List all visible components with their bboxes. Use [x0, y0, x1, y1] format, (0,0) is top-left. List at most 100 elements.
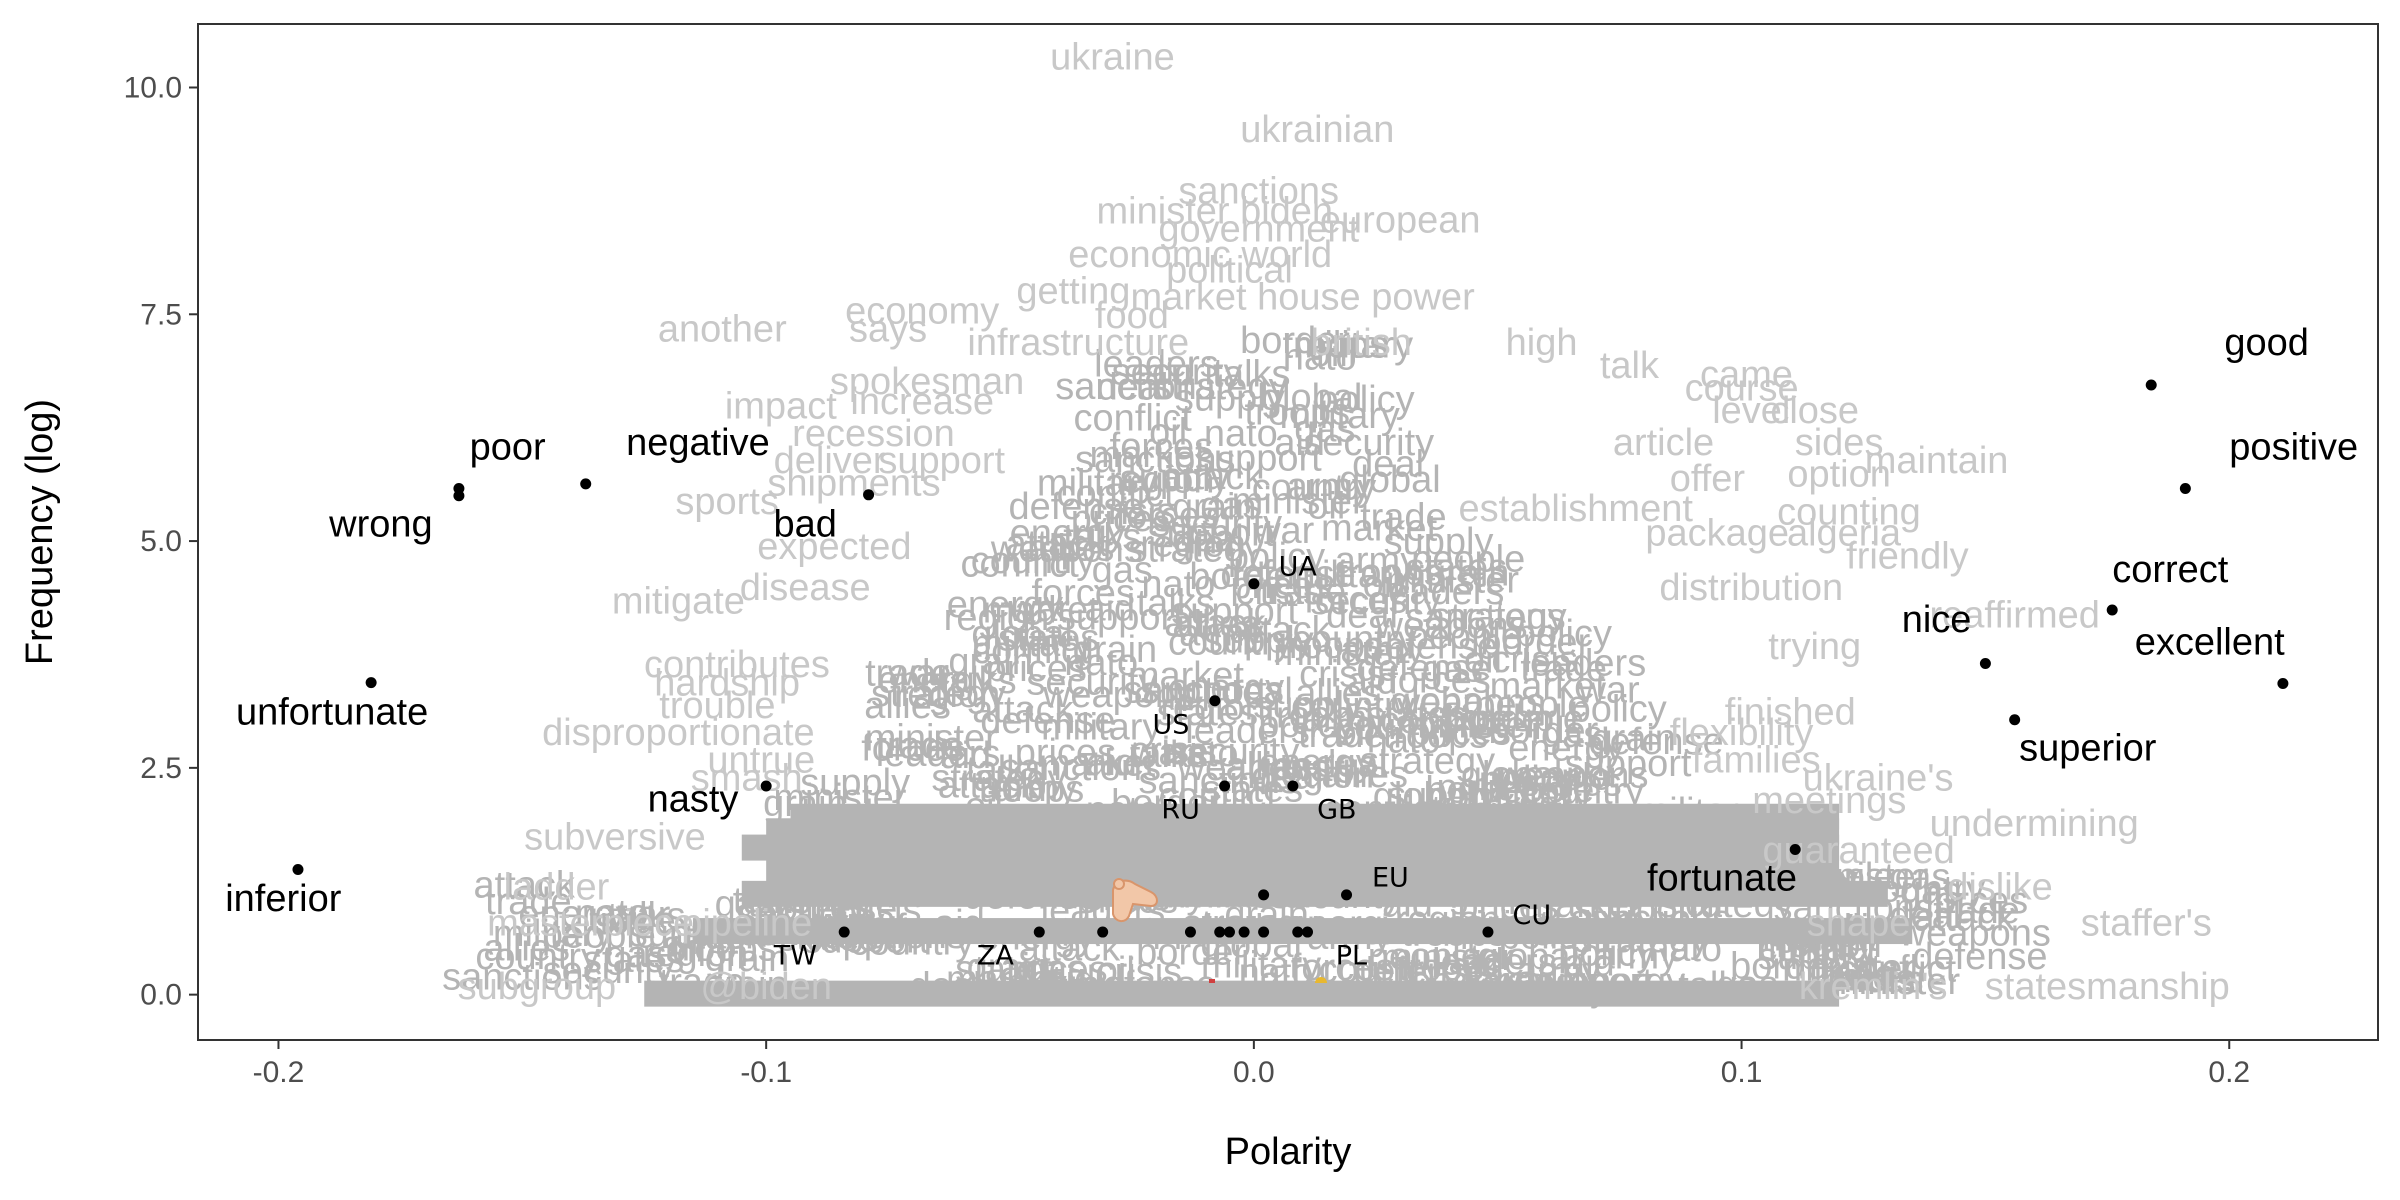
cloud-word: troops: [1244, 392, 1350, 434]
word-label: fortunate: [1647, 857, 1797, 899]
background-word: reaffirmed: [1930, 594, 2100, 636]
word-label: nice: [1902, 599, 1972, 641]
cloud-word: market: [1039, 743, 1156, 785]
cloud-word: aid: [1564, 942, 1615, 984]
cloud-word: region: [1109, 460, 1215, 502]
cloud-word: defense: [1588, 721, 1723, 763]
background-word: disease: [740, 567, 871, 609]
word-label: correct: [2112, 549, 2229, 591]
data-point: [1979, 658, 1991, 670]
country-point: [1248, 578, 1260, 590]
background-word: food: [1095, 295, 1169, 337]
cloud-word: crisis: [1089, 491, 1176, 533]
country-point: [1302, 926, 1314, 938]
background-word: article: [1613, 422, 1714, 464]
cloud-word: global: [1390, 680, 1491, 722]
country-point: [1341, 889, 1353, 901]
cloud-word: deal: [1352, 444, 1424, 486]
cloud-word: region: [1269, 755, 1375, 797]
cloud-word: sanctions: [1123, 670, 1284, 712]
x-tick-label: 0.2: [2208, 1056, 2250, 1089]
cloud-word: people: [1411, 539, 1525, 581]
background-word: increase: [850, 381, 994, 423]
yellow-emoji-mark: [1315, 977, 1327, 983]
cloud-word: allies: [1321, 754, 1408, 796]
cloud-word: army: [1302, 698, 1386, 740]
cloud-word: military: [493, 913, 613, 955]
cloud-word: military: [1280, 395, 1400, 437]
cloud-word: gas: [1900, 871, 1961, 913]
cloud-word: oil: [1336, 712, 1374, 754]
cloud-word: trade: [1933, 890, 2020, 932]
cloud-word: trade: [1360, 496, 1447, 538]
cloud-word: trade: [865, 653, 952, 695]
cloud-word: prices: [1015, 732, 1116, 774]
data-point: [1258, 926, 1270, 938]
cloud-word: country: [971, 540, 1096, 582]
cloud-word: strategy: [1128, 529, 1263, 571]
cloud-word: support: [1171, 591, 1298, 633]
cloud-word: market: [1128, 655, 1245, 697]
data-point: [863, 489, 875, 501]
cloud-word: states: [1366, 694, 1467, 736]
cloud-word: forces: [1304, 580, 1407, 622]
cloud-word: global: [1461, 754, 1562, 796]
cloud-word: people: [1474, 684, 1588, 726]
cloud-word: conflict: [972, 630, 1091, 672]
word-label: poor: [470, 426, 546, 468]
cloud-word: deal: [1315, 743, 1387, 785]
background-word: support: [878, 440, 1005, 482]
background-word: distribution: [1659, 567, 1843, 609]
cloud-word: defense: [1912, 936, 2047, 978]
x-tick-label: 0.1: [1721, 1056, 1763, 1089]
cloud-word: deal: [1251, 755, 1323, 797]
background-word: offer: [1670, 458, 1746, 500]
cloud-word: border: [1240, 320, 1350, 362]
background-word: ukrainian: [1240, 109, 1394, 151]
cloud-word: support: [1565, 743, 1692, 785]
background-word: course: [1685, 368, 1799, 410]
data-point: [1097, 926, 1109, 938]
cloud-word: aid: [1274, 422, 1325, 464]
cloud-word: leaders: [1094, 344, 1219, 386]
cloud-word: supply: [1120, 458, 1230, 500]
cloud-word: forces: [1387, 659, 1490, 701]
cloud-word: weapons: [1495, 755, 1648, 797]
cloud-word: policy: [1570, 688, 1667, 730]
x-axis-title: Polarity: [1225, 1131, 1352, 1173]
cloud-word: trade: [1298, 714, 1385, 756]
cloud-word: troops: [1265, 695, 1371, 737]
cloud-word: energy: [1010, 512, 1126, 554]
background-word: british: [1311, 322, 1412, 364]
cloud-word: strategy: [931, 758, 1066, 800]
cloud-word: market: [983, 590, 1100, 632]
cloud-word: strategy: [1360, 741, 1495, 783]
country-point: [1482, 926, 1494, 938]
cloud-word: region: [1140, 524, 1246, 566]
cloud-word: weapons: [1898, 912, 2051, 954]
data-point: [453, 490, 465, 502]
x-tick-label: -0.2: [253, 1056, 305, 1089]
cloud-word: country: [1168, 622, 1293, 664]
background-word: masterpiece: [487, 903, 694, 945]
cloud-word: attack: [1162, 456, 1264, 498]
data-point: [1214, 926, 1226, 938]
cloud-word: weapons: [990, 529, 1143, 571]
cloud-word: supply: [1204, 620, 1314, 662]
cloud-word: troops: [1278, 625, 1384, 667]
cloud-word: energy: [1508, 728, 1624, 770]
country-code-label: CU: [1512, 900, 1551, 931]
cloud-word: region: [895, 674, 1001, 716]
country-point: [1287, 780, 1299, 792]
cloud-word: border: [1445, 698, 1555, 740]
cloud-word: military: [1290, 554, 1410, 596]
background-word: @biden: [700, 966, 832, 1008]
background-word: deliver: [774, 440, 886, 482]
background-word: european: [1320, 200, 1481, 242]
cloud-word: leaders: [1380, 571, 1505, 613]
background-word: establishment: [1458, 488, 1693, 530]
country-code-label: EU: [1372, 863, 1409, 894]
cloud-word: oil: [1149, 411, 1187, 453]
cloud-word: policy: [1437, 767, 1534, 809]
cloud-word: nato: [575, 893, 649, 935]
